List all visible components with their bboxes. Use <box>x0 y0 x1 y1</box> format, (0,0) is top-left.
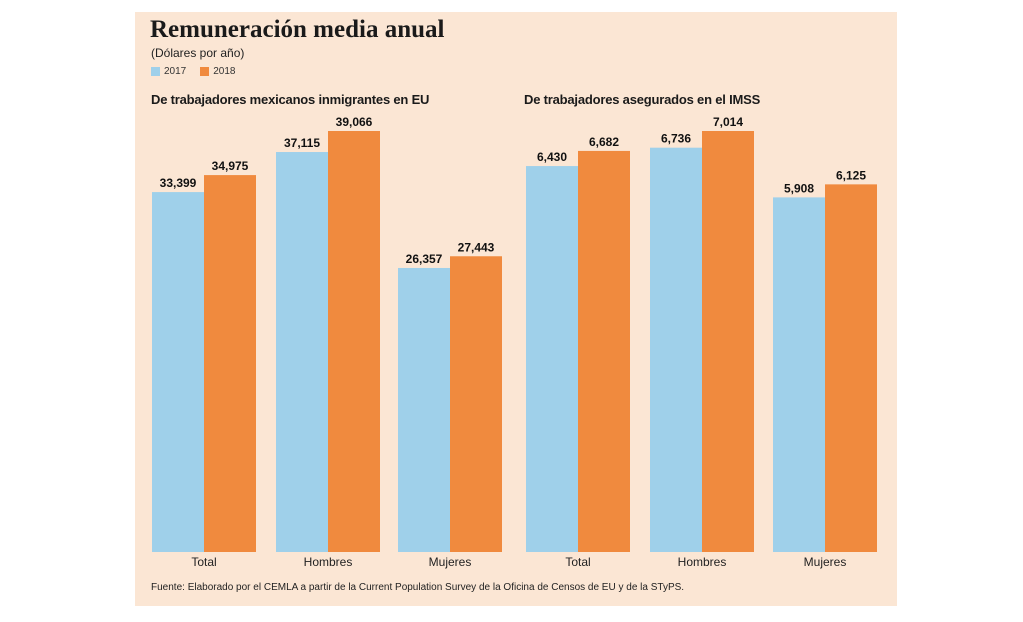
bar-imss-mujeres-2018 <box>825 184 877 552</box>
bar-eu-hombres-2017 <box>276 152 328 552</box>
value-label-imss-mujeres-2017: 5,908 <box>784 181 814 195</box>
category-label-imss-total: Total <box>565 555 590 569</box>
value-label-eu-total-2017: 33,399 <box>160 176 197 190</box>
category-label-imss-mujeres: Mujeres <box>804 555 847 569</box>
legend-label-2018: 2018 <box>213 66 236 77</box>
value-label-imss-hombres-2018: 7,014 <box>713 115 743 129</box>
bar-eu-hombres-2018 <box>328 131 380 552</box>
category-label-eu-hombres: Hombres <box>304 555 353 569</box>
value-label-eu-total-2018: 34,975 <box>212 159 249 173</box>
value-label-imss-mujeres-2018: 6,125 <box>836 168 866 182</box>
bar-eu-mujeres-2018 <box>450 256 502 552</box>
section-title-mexicanos-eu: De trabajadores mexicanos inmigrantes en… <box>151 92 430 107</box>
value-label-imss-hombres-2017: 6,736 <box>661 132 691 146</box>
bar-imss-total-2017 <box>526 166 578 552</box>
value-label-eu-mujeres-2017: 26,357 <box>406 252 443 266</box>
category-label-imss-hombres: Hombres <box>678 555 727 569</box>
bar-imss-mujeres-2017 <box>773 197 825 552</box>
bar-eu-total-2018 <box>204 175 256 552</box>
value-label-imss-total-2017: 6,430 <box>537 150 567 164</box>
legend-label-2017: 2017 <box>164 66 187 77</box>
section-title-imss: De trabajadores asegurados en el IMSS <box>524 92 761 107</box>
bar-imss-hombres-2018 <box>702 131 754 552</box>
chart-subtitle: (Dólares por año) <box>151 46 245 60</box>
category-label-eu-total: Total <box>191 555 216 569</box>
chart-panel <box>135 12 897 606</box>
value-label-eu-hombres-2018: 39,066 <box>336 115 373 129</box>
bar-eu-mujeres-2017 <box>398 267 450 552</box>
value-label-imss-total-2018: 6,682 <box>589 135 619 149</box>
value-label-eu-hombres-2017: 37,115 <box>284 136 320 150</box>
chart-title: Remuneración media anual <box>150 16 445 43</box>
legend-item-2018: 2018 <box>200 66 236 77</box>
value-label-eu-mujeres-2018: 27,443 <box>458 240 495 254</box>
source-note: Fuente: Elaborado por el CEMLA a partir … <box>151 582 685 593</box>
bar-imss-total-2018 <box>578 150 630 553</box>
legend-swatch-2017 <box>151 67 160 76</box>
bar-imss-hombres-2017 <box>650 147 702 552</box>
legend-item-2017: 2017 <box>151 66 186 77</box>
category-label-eu-mujeres: Mujeres <box>429 555 472 569</box>
bar-eu-total-2017 <box>152 192 204 553</box>
legend: 2017 2018 <box>151 66 250 77</box>
legend-swatch-2018 <box>200 67 210 76</box>
